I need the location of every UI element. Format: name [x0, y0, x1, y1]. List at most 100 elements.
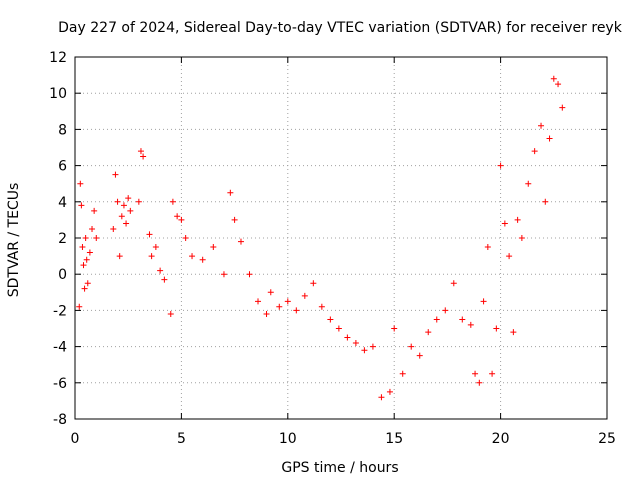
data-point: [118, 213, 125, 220]
y-tick-label: 0: [58, 267, 67, 283]
points-layer: [76, 75, 566, 401]
data-point: [77, 180, 84, 187]
data-point: [246, 271, 253, 278]
data-point: [352, 339, 359, 346]
data-point: [167, 311, 174, 318]
data-point: [140, 153, 147, 160]
data-point: [467, 321, 474, 328]
y-tick-label: -6: [53, 376, 67, 392]
data-point: [301, 292, 308, 299]
data-point: [408, 343, 415, 350]
data-point: [82, 235, 89, 241]
data-point: [227, 189, 234, 196]
y-axis-label: SDTVAR / TECUs: [6, 183, 22, 298]
x-tick-label: 25: [598, 431, 616, 447]
data-point: [344, 334, 351, 341]
data-point: [123, 220, 130, 227]
data-point: [91, 207, 98, 214]
data-point: [114, 198, 121, 205]
data-point: [76, 303, 83, 310]
data-point: [210, 244, 217, 251]
data-point: [391, 325, 398, 332]
data-point: [199, 256, 206, 263]
x-tick-label: 10: [279, 431, 297, 447]
data-point: [399, 370, 406, 377]
data-point: [276, 303, 283, 310]
data-point: [542, 198, 549, 205]
data-point: [220, 271, 227, 278]
data-point: [550, 75, 557, 82]
data-point: [86, 249, 93, 256]
data-point: [146, 231, 153, 238]
data-point: [161, 276, 168, 283]
tick-layer: 0 5 10 15 20 25 -8 -6 -4 -2 0 2 4 6 8 10 12: [49, 50, 616, 447]
data-point: [81, 285, 88, 292]
data-point: [386, 388, 393, 395]
data-point: [84, 280, 91, 287]
data-point: [267, 289, 274, 296]
data-point: [135, 198, 142, 205]
data-point: [514, 216, 521, 223]
data-point: [546, 135, 553, 142]
data-point: [263, 311, 270, 318]
data-point: [361, 347, 368, 354]
data-point: [284, 298, 291, 305]
x-tick-label: 5: [177, 431, 186, 447]
data-point: [510, 329, 517, 336]
x-tick-label: 0: [71, 431, 80, 447]
data-point: [525, 180, 532, 187]
data-point: [489, 370, 496, 377]
data-point: [335, 325, 342, 332]
data-point: [318, 303, 325, 310]
data-point: [78, 202, 85, 209]
data-point: [182, 235, 189, 241]
data-point: [425, 329, 432, 336]
data-point: [531, 148, 538, 155]
data-point: [174, 213, 181, 220]
data-point: [112, 171, 119, 178]
data-point: [137, 148, 144, 155]
data-point: [416, 352, 423, 359]
x-tick-label: 20: [492, 431, 510, 447]
data-point: [559, 104, 566, 111]
data-point: [125, 195, 132, 202]
data-point: [497, 162, 504, 169]
data-point: [89, 225, 96, 232]
data-point: [450, 280, 457, 287]
data-point: [178, 216, 185, 223]
data-point: [157, 267, 164, 274]
data-point: [148, 253, 155, 260]
data-point: [293, 307, 300, 314]
data-point: [433, 316, 440, 323]
data-point: [116, 253, 123, 260]
data-point: [83, 256, 90, 263]
data-point: [480, 298, 487, 305]
data-point: [501, 220, 508, 227]
data-point: [472, 370, 479, 377]
data-point: [189, 253, 196, 260]
data-point: [79, 244, 86, 251]
data-point: [459, 316, 466, 323]
y-tick-label: 4: [58, 195, 67, 211]
data-point: [538, 122, 545, 129]
y-tick-label: 2: [58, 231, 67, 247]
data-point: [493, 325, 500, 332]
data-point: [327, 316, 334, 323]
data-point: [127, 207, 134, 214]
data-point: [152, 244, 159, 251]
data-point: [80, 262, 87, 269]
data-point: [231, 216, 238, 223]
y-tick-label: 8: [58, 122, 67, 138]
y-tick-label: 12: [49, 50, 67, 66]
data-point: [369, 343, 376, 350]
data-point: [110, 225, 117, 232]
data-point: [120, 202, 127, 209]
x-tick-label: 15: [385, 431, 403, 447]
y-tick-label: -2: [53, 303, 67, 319]
grid-layer: [75, 57, 607, 419]
chart-title: Day 227 of 2024, Sidereal Day-to-day VTE…: [58, 20, 623, 36]
data-point: [476, 379, 483, 386]
data-point: [255, 298, 262, 305]
data-point: [442, 307, 449, 314]
